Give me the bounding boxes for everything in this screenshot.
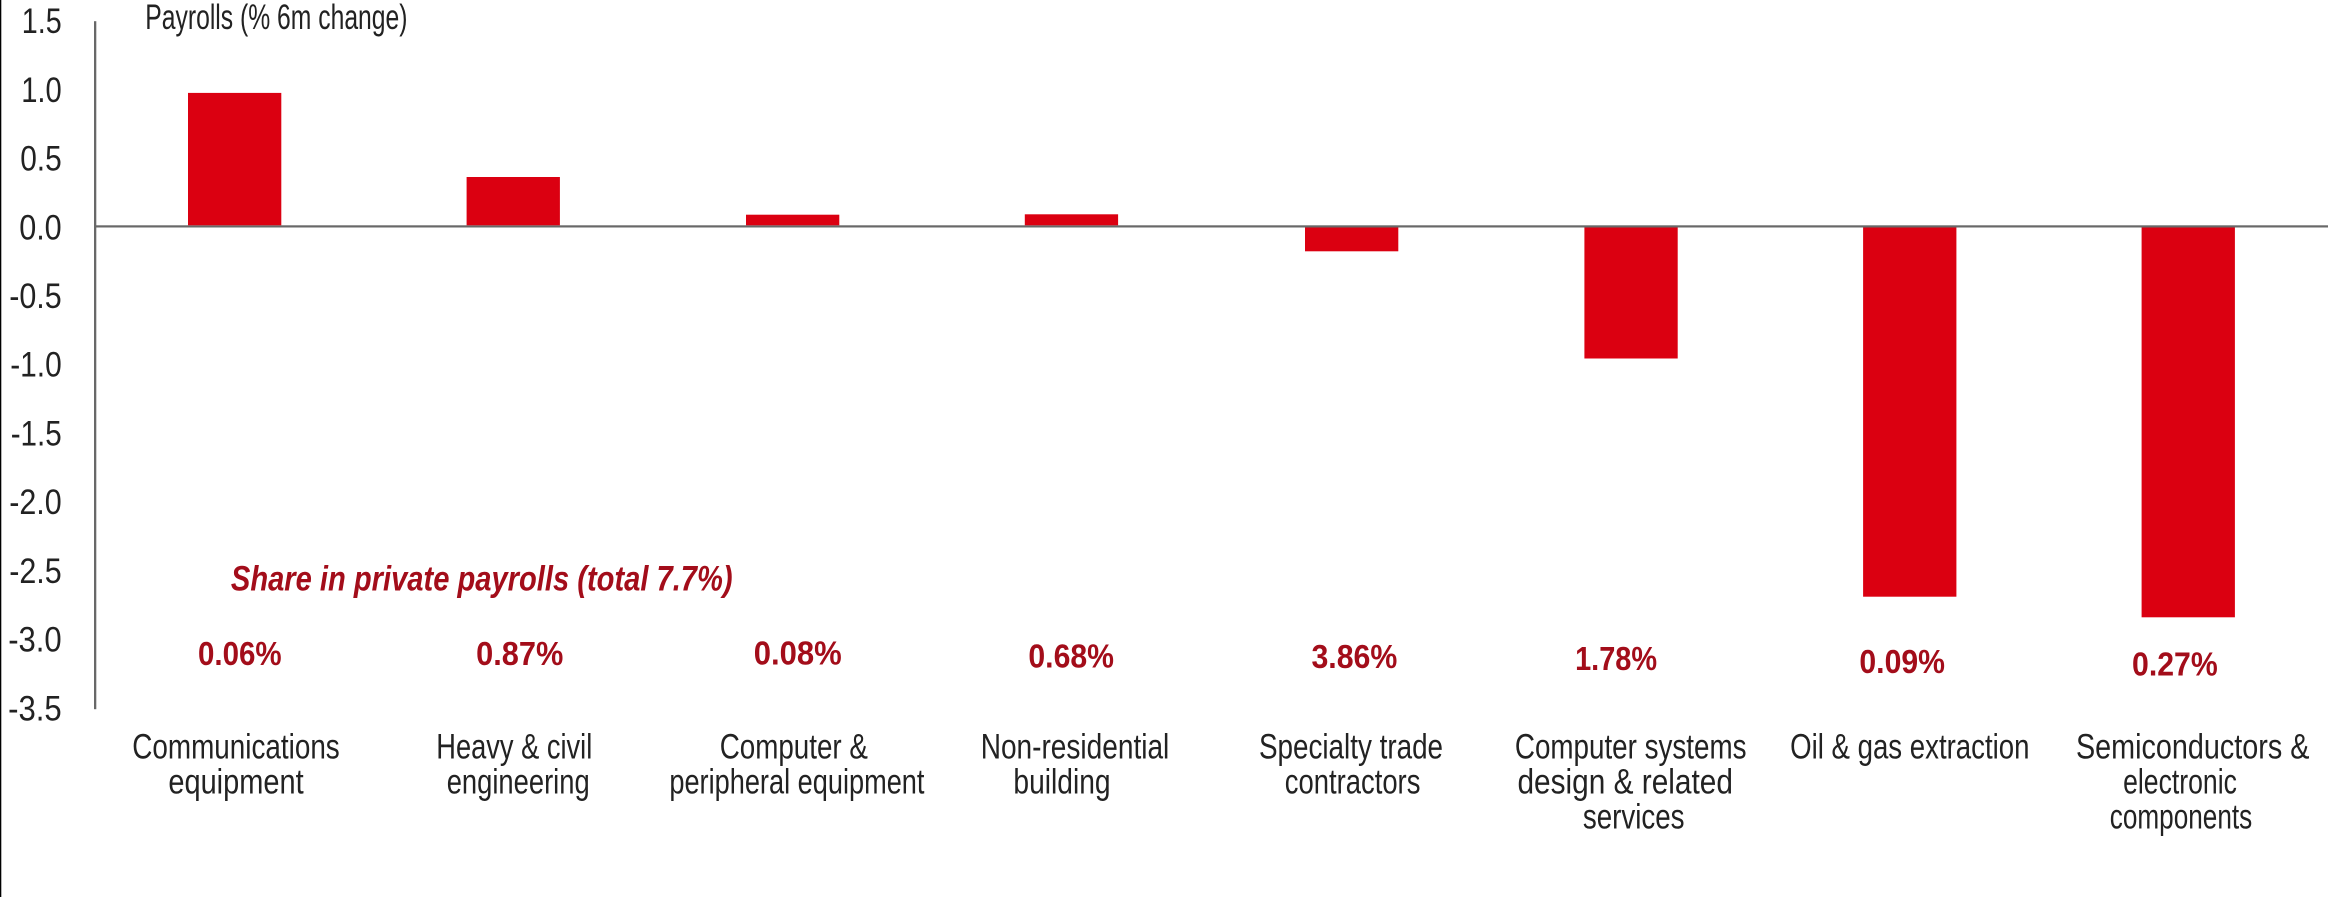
svg-text:Specialty trade: Specialty trade [1259,727,1443,767]
svg-text:peripheral equipment: peripheral equipment [669,762,924,802]
svg-text:Computer &: Computer & [720,727,868,767]
svg-text:Heavy & civil: Heavy & civil [436,727,592,767]
svg-text:Semiconductors &: Semiconductors & [2076,727,2310,767]
svg-text:building: building [1013,762,1110,802]
svg-text:electronic: electronic [2123,762,2237,802]
svg-text:-0.5: -0.5 [9,277,62,316]
svg-text:0.0: 0.0 [19,208,62,247]
svg-text:0.06%: 0.06% [198,635,282,672]
svg-text:1.0: 1.0 [21,71,62,110]
svg-text:components: components [2110,796,2252,836]
svg-text:-3.5: -3.5 [8,689,62,728]
svg-text:Payrolls (% 6m change): Payrolls (% 6m change) [145,0,407,37]
svg-text:services: services [1583,796,1685,836]
svg-text:contractors: contractors [1285,762,1421,802]
svg-text:Communications: Communications [132,727,340,767]
svg-text:Computer systems: Computer systems [1515,727,1747,767]
svg-text:1.78%: 1.78% [1575,640,1657,677]
svg-text:Non-residential: Non-residential [981,727,1170,767]
svg-text:0.08%: 0.08% [754,634,842,671]
svg-text:0.27%: 0.27% [2132,645,2218,682]
svg-text:-2.5: -2.5 [9,552,62,591]
svg-text:Oil & gas extraction: Oil & gas extraction [1790,727,2029,767]
svg-text:design & related: design & related [1517,762,1733,802]
svg-text:Share in private payrolls (tot: Share in private payrolls (total 7.7%) [231,559,733,599]
svg-text:1.5: 1.5 [22,2,62,41]
svg-text:0.87%: 0.87% [476,635,563,672]
svg-text:-1.5: -1.5 [11,415,62,454]
svg-text:-3.0: -3.0 [8,621,62,660]
svg-text:equipment: equipment [168,762,303,802]
svg-text:0.68%: 0.68% [1028,638,1114,675]
svg-text:0.5: 0.5 [20,140,62,179]
svg-text:0.09%: 0.09% [1859,643,1945,680]
svg-text:-2.0: -2.0 [9,483,62,522]
svg-text:-1.0: -1.0 [10,346,62,385]
svg-text:engineering: engineering [447,762,590,802]
svg-text:3.86%: 3.86% [1311,638,1397,675]
